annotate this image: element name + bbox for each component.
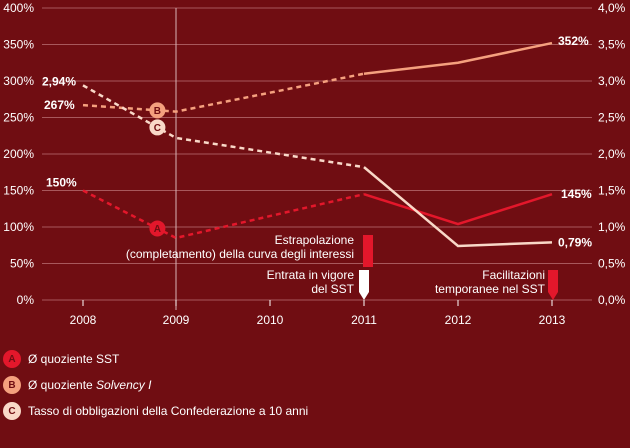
legend-badge-b: B	[3, 376, 21, 394]
legend-badge-c: C	[3, 402, 21, 420]
annotation-sst-line1: Entrata in vigore	[267, 268, 355, 282]
series-c-dashed-line	[82, 84, 365, 169]
series-a-start-label: 150%	[46, 176, 77, 190]
y-right-tick-label: 3,5%	[598, 38, 626, 52]
series-c-marker	[149, 119, 166, 136]
annotation-extrapolation-line1: Estrapolazione	[275, 233, 355, 247]
annotation-relief-line1: Facilitazioni	[482, 268, 545, 282]
annotation-relief-line2: temporanee nel SST	[435, 282, 546, 296]
grid-lines	[42, 7, 592, 310]
legend-badge-a: A	[3, 350, 21, 368]
y-right-tick-label: 4,0%	[598, 1, 626, 15]
data-labels: 150% 145% 267% 352% 2,94% 0,79%	[42, 34, 592, 249]
y-right-tick-label: 1,5%	[598, 184, 626, 198]
series-b-dashed-line	[82, 72, 365, 113]
x-tick-label: 2009	[163, 313, 190, 327]
series-a-end-label: 145%	[561, 187, 592, 201]
x-tick-label: 2013	[539, 313, 566, 327]
y-right-tick-label: 0,5%	[598, 257, 626, 271]
series-b-start-label: 267%	[44, 98, 75, 112]
annotation-white-arrow	[359, 270, 369, 300]
series-c-solid-line	[363, 166, 553, 248]
series-b-marker-letter: B	[154, 106, 161, 117]
series-b-end-label: 352%	[558, 34, 589, 48]
y-left-tick-label: 250%	[3, 111, 34, 125]
y-left-tick-label: 0%	[17, 293, 35, 307]
x-tick-label: 2008	[70, 313, 97, 327]
legend-item-c: C Tasso di obbligazioni della Confederaz…	[0, 398, 630, 424]
line-chart: 0% 0,0% 50% 0,5% 100% 1,0% 150% 1,5% 200% 2,0% 250…	[3, 1, 625, 327]
y-left-tick-label: 200%	[3, 147, 34, 161]
series-c-marker-letter: C	[154, 123, 161, 134]
y-left-tick-label: 100%	[3, 220, 34, 234]
series-c-end-label: 0,79%	[558, 235, 592, 249]
y-right-tick-label: 0,0%	[598, 293, 626, 307]
y-left-tick-label: 300%	[3, 74, 34, 88]
y-right-tick-label: 1,0%	[598, 220, 626, 234]
series-a-marker	[149, 220, 166, 237]
series-a-dashed-line	[82, 189, 365, 240]
x-tick-label: 2010	[257, 313, 284, 327]
series-b-marker	[149, 102, 166, 119]
annotations: A BC Estrapolazione(completamento) della c…	[126, 102, 558, 300]
y-right-tick-label: 2,0%	[598, 147, 626, 161]
annotation-red-bar	[363, 235, 373, 267]
series-c-start-label: 2,94%	[42, 74, 76, 88]
annotation-extrapolation-line2: (completamento) della curva degli intere…	[126, 247, 354, 261]
series-b-solid-line	[363, 41, 553, 75]
legend-item-b: B Ø quoziente Solvency I	[0, 372, 630, 398]
axes: 0% 0,0% 50% 0,5% 100% 1,0% 150% 1,5% 200% 2,0% 250…	[3, 1, 625, 327]
chart-legend: A Ø quoziente SST B Ø quoziente Solvency…	[0, 346, 630, 424]
series-a-solid-line	[363, 192, 553, 226]
y-right-tick-label: 3,0%	[598, 74, 626, 88]
y-left-tick-label: 50%	[10, 257, 34, 271]
y-right-tick-label: 2,5%	[598, 111, 626, 125]
data-series	[82, 41, 553, 248]
series-a-marker-letter: A	[154, 224, 161, 235]
y-left-tick-label: 400%	[3, 1, 34, 15]
y-left-tick-label: 350%	[3, 38, 34, 52]
legend-label-b: Ø quoziente Solvency I	[28, 378, 152, 392]
legend-label-c: Tasso di obbligazioni della Confederazio…	[28, 404, 309, 418]
y-left-tick-label: 150%	[3, 184, 34, 198]
annotation-red-arrow	[548, 270, 558, 300]
legend-item-a: A Ø quoziente SST	[0, 346, 630, 372]
x-tick-label: 2012	[445, 313, 472, 327]
legend-label-a: Ø quoziente SST	[28, 352, 120, 366]
annotation-sst-line2: del SST	[311, 282, 354, 296]
x-tick-label: 2011	[351, 313, 377, 327]
